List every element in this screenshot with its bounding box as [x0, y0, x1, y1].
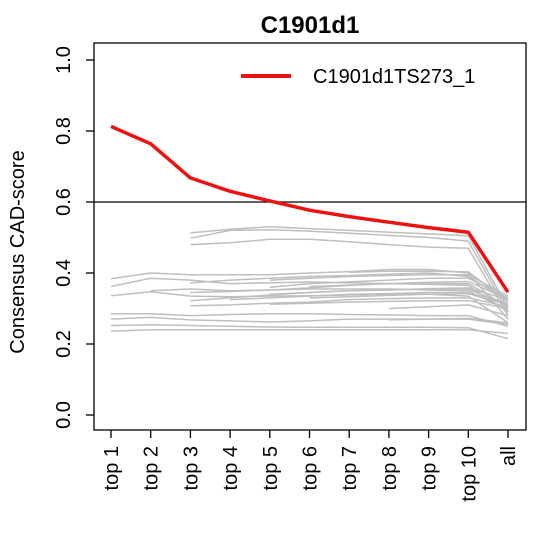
x-tick-label: top 6 [300, 446, 322, 490]
background-series-line-18 [269, 274, 509, 297]
y-axis: 0.0 0.2 0.4 0.6 0.8 1.0 [53, 46, 94, 429]
chart-title: C1901d1 [261, 12, 360, 39]
x-tick-label: top 5 [260, 446, 282, 490]
x-tick-label: top 2 [141, 446, 163, 490]
background-series-line-16 [230, 291, 509, 304]
background-series-line-21 [309, 280, 509, 301]
background-series-line-24 [388, 304, 509, 317]
y-tick-label: 0.2 [53, 330, 75, 358]
x-tick-label: top 3 [180, 446, 202, 490]
x-tick-label: top 4 [220, 446, 242, 490]
background-series-line-11 [150, 288, 509, 311]
x-axis: top 1 top 2 top 3 top 4 top 5 top 6 top 7 top 8… [101, 430, 520, 502]
background-series-line-8 [110, 329, 509, 335]
x-tick-label: top 1 [101, 446, 123, 490]
y-tick-label: 0.8 [53, 117, 75, 145]
background-series-line-7 [110, 324, 509, 340]
background-series-line-3 [190, 238, 509, 316]
background-series-line-19 [269, 299, 509, 310]
background-series-line-4 [110, 268, 509, 320]
background-series-line-20 [269, 287, 509, 301]
background-series-group [110, 226, 509, 340]
background-series-line-14 [190, 297, 509, 308]
y-tick-label: 0.6 [53, 188, 75, 216]
background-series-line-22 [309, 292, 509, 306]
legend-label: C1901d1TS273_1 [313, 66, 475, 88]
background-series-line-9 [110, 316, 509, 324]
background-series-line-2 [190, 228, 509, 313]
legend: C1901d1TS273_1 [241, 66, 475, 88]
x-tick-label: top 9 [419, 446, 441, 490]
x-tick-label: top 8 [379, 446, 401, 490]
y-tick-label: 0.0 [53, 401, 75, 429]
y-axis-label: Consensus CAD-score [7, 150, 29, 353]
x-tick-label: top 7 [339, 446, 361, 490]
highlight-series-line [110, 124, 510, 294]
background-series-line-17 [269, 277, 509, 299]
background-series-line-10 [110, 277, 509, 313]
x-tick-label: top 10 [458, 446, 480, 502]
y-tick-label: 0.4 [53, 259, 75, 287]
y-tick-label: 1.0 [53, 46, 75, 74]
x-tick-label: all [498, 446, 520, 466]
background-series-line-25 [388, 318, 509, 326]
background-series-line-1 [190, 226, 509, 309]
background-series-line-6 [111, 313, 509, 328]
background-series-line-23 [349, 270, 509, 303]
plot-frame [93, 42, 527, 431]
highlight-series-group [110, 124, 510, 294]
